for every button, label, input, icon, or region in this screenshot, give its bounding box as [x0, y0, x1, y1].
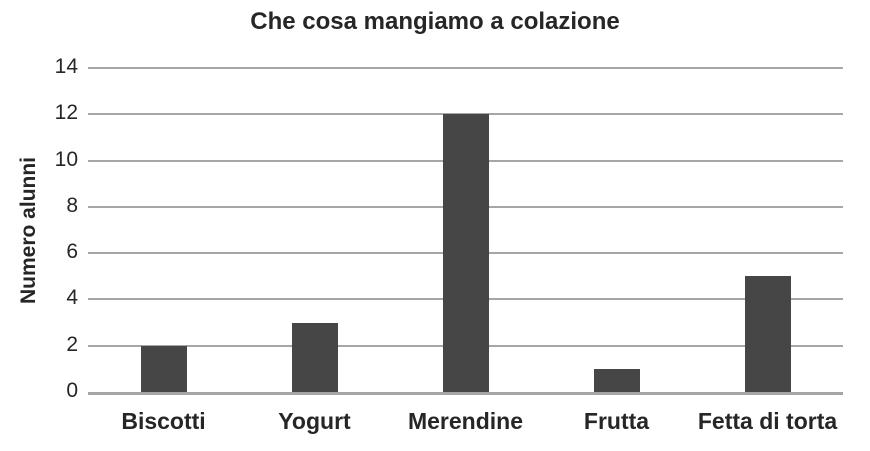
chart-title: Che cosa mangiamo a colazione	[250, 8, 620, 35]
bar-frutta	[593, 368, 640, 392]
y-tick-label: 10	[54, 147, 78, 171]
y-tick-label: 14	[54, 55, 78, 78]
plot-area	[88, 67, 843, 395]
x-category-label: Yogurt	[278, 408, 351, 434]
y-tick-label: 2	[66, 332, 78, 356]
y-tick-label: 0	[66, 379, 78, 402]
bar-fetta-di-torta	[744, 276, 791, 392]
bar-yogurt	[291, 322, 338, 392]
bar-biscotti	[140, 345, 187, 392]
y-axis-tick-labels: 0 2 4 6 8 10 12 14	[0, 56, 78, 402]
y-tick-label: 12	[54, 101, 78, 125]
y-tick-label: 6	[66, 240, 78, 264]
gridline	[88, 67, 843, 69]
x-category-label: Biscotti	[121, 408, 206, 434]
bar-merendine	[442, 114, 489, 392]
y-tick-label: 4	[66, 286, 78, 310]
x-category-label: Fetta di torta	[697, 408, 838, 434]
x-category-label: Merendine	[407, 408, 524, 434]
y-tick-label: 8	[66, 193, 78, 217]
x-axis-category-labels: Biscotti Yogurt Merendine Frutta Fetta di to…	[88, 404, 843, 444]
x-category-label: Frutta	[583, 408, 650, 434]
